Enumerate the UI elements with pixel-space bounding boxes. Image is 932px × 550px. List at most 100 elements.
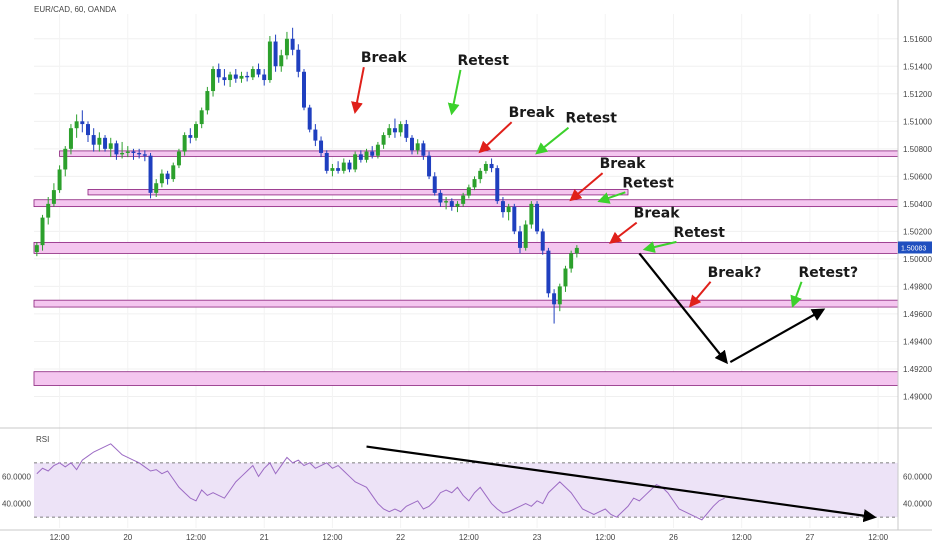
red-arrow	[351, 66, 365, 115]
candle-body	[449, 201, 454, 207]
candle-body	[154, 183, 159, 193]
time-tick-label: 20	[123, 533, 132, 542]
candle-body	[233, 74, 238, 79]
candle-body	[432, 176, 437, 193]
candle-body	[148, 155, 153, 193]
candle-body	[205, 91, 210, 111]
annotation-label: Break	[509, 105, 556, 121]
candle-body	[313, 129, 318, 141]
candle-body	[341, 162, 346, 171]
candle-body	[552, 293, 557, 305]
candle-body	[540, 231, 545, 251]
time-tick-label: 22	[396, 533, 405, 542]
price-tick-label: 1.49000	[903, 392, 932, 401]
rsi-band	[34, 462, 898, 518]
candle-body	[131, 151, 136, 153]
time-tick-label: 12:00	[459, 533, 480, 542]
candle-body	[40, 217, 45, 246]
candle-body	[228, 74, 233, 81]
annotation-label: Break	[361, 50, 408, 66]
candle-body	[68, 128, 73, 149]
time-tick-label: 12:00	[732, 533, 753, 542]
price-tick-label: 1.49600	[903, 310, 932, 319]
annotation-label: Retest	[673, 225, 725, 241]
candle-body	[410, 137, 414, 151]
candle-body	[194, 124, 198, 138]
zone-rect	[87, 189, 629, 196]
candle-body	[472, 179, 477, 188]
price-tick-label: 1.51400	[903, 62, 932, 71]
price-tick-label: 1.49400	[903, 337, 932, 346]
time-tick-label: 12:00	[186, 533, 207, 542]
annotation-label: Break	[600, 156, 647, 172]
candle-body	[535, 203, 540, 232]
annotation-label: Break?	[708, 265, 762, 281]
candle-body	[392, 128, 397, 133]
price-tick-label: 1.50800	[903, 145, 932, 154]
candle-body	[267, 41, 272, 81]
candle-body	[569, 253, 574, 269]
candle-body	[523, 224, 528, 248]
current-price-label: 1.50083	[901, 245, 926, 252]
projection-leg	[729, 308, 826, 364]
green-arrow	[447, 69, 462, 116]
current-price-bg	[898, 241, 932, 254]
candle-body	[108, 143, 113, 149]
time-tick-label: 12:00	[868, 533, 889, 542]
time-tick-label: 21	[260, 533, 269, 542]
annotation-label: Retest	[565, 111, 617, 127]
price-tick-label: 1.50600	[903, 172, 932, 181]
candle-body	[438, 192, 443, 203]
candle-body	[358, 154, 363, 160]
candle-body	[398, 124, 403, 133]
candle-body	[262, 74, 267, 81]
time-tick-label: 27	[805, 533, 814, 542]
time-tick-label: 12:00	[322, 533, 343, 542]
candle-body	[142, 154, 147, 156]
candle-body	[427, 155, 432, 177]
candle-body	[80, 121, 85, 125]
candle-body	[404, 124, 409, 138]
candle-body	[307, 107, 312, 130]
projection-path	[638, 252, 826, 365]
candle-body	[211, 69, 216, 92]
candle-body	[483, 163, 488, 171]
annotation-label: Retest?	[799, 265, 859, 281]
rsi-tick-label-left: 40.0000	[2, 500, 31, 509]
candle-body	[279, 55, 284, 67]
candle-body	[290, 38, 295, 50]
candle-body	[182, 135, 187, 152]
annotation-label: Break	[634, 206, 681, 222]
annotation-label: Retest	[622, 175, 674, 191]
annotation-label: Retest	[457, 53, 509, 69]
candle-body	[137, 152, 142, 155]
candle-body	[324, 152, 329, 171]
candle-body	[284, 38, 289, 56]
candle-body	[125, 151, 130, 153]
candle-body	[63, 148, 68, 170]
annotation-layer: Break Retest Break Retest Break Retest Break Re…	[351, 50, 859, 308]
candle-body	[500, 201, 505, 213]
candle-body	[46, 203, 51, 218]
candle-body	[415, 143, 420, 151]
candle-body	[506, 206, 511, 213]
projection-leg	[638, 252, 728, 365]
price-tick-label: 1.50200	[903, 227, 932, 236]
candle-body	[239, 75, 244, 79]
zone-rect	[59, 150, 899, 157]
candle-body	[546, 250, 551, 294]
rsi-label: RSI	[36, 435, 49, 444]
candle-body	[381, 135, 386, 145]
candle-body	[495, 168, 500, 202]
candle-body	[370, 151, 375, 156]
current-price-marker: 1.50083	[898, 241, 932, 254]
candle-body	[529, 203, 534, 225]
candlestick-series	[34, 27, 579, 324]
candle-body	[114, 143, 119, 155]
candle-body	[171, 165, 176, 180]
candle-body	[455, 203, 460, 207]
